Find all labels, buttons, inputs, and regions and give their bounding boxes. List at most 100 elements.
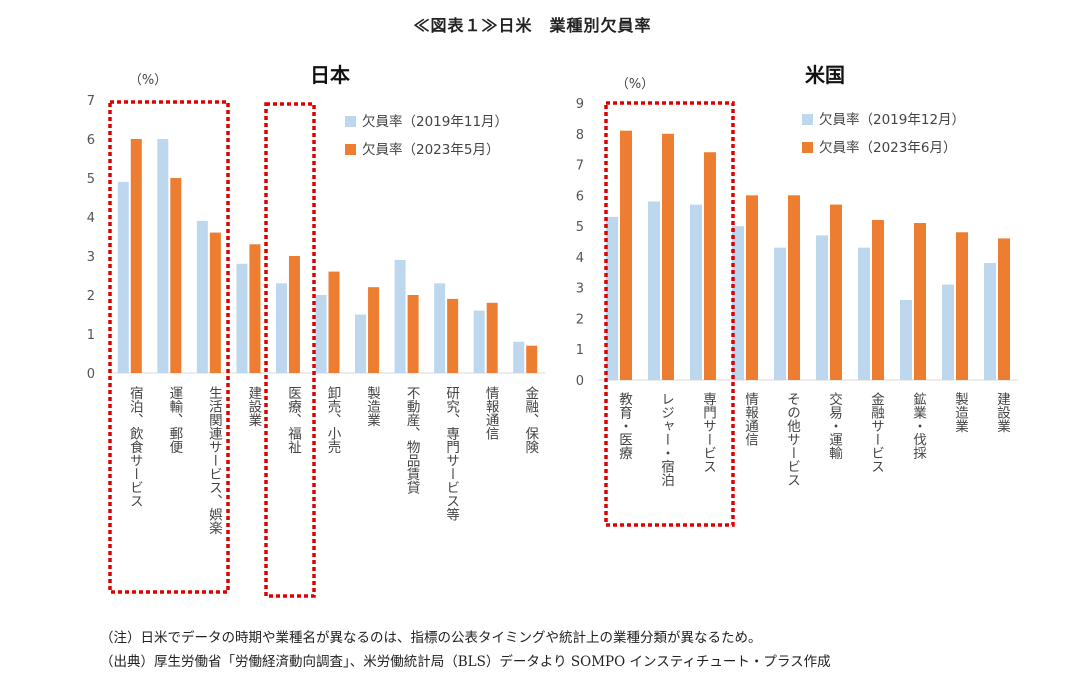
x-tick-label: 医療、福祉	[285, 386, 302, 455]
chart-us: 米国 （%） 0 1 2 3 4 5 6 7 8 9 教育・医療 レジャー・宿泊 専門サービス 情報通信 その他…	[576, 63, 1018, 527]
legend-swatch	[802, 142, 813, 153]
bar-before	[606, 216, 618, 380]
y-unit-label: （%）	[129, 73, 167, 88]
bar-before	[434, 283, 446, 373]
highlight-box	[264, 102, 316, 598]
y-tick-label: 7	[87, 94, 95, 109]
x-tick-label: 生活関連サービス、娯楽	[206, 386, 223, 535]
x-tick-label: 卸売、小売	[325, 386, 342, 455]
x-tick-label-group: 建設業	[994, 392, 1011, 433]
bar-before	[732, 226, 744, 380]
bar-after	[288, 256, 300, 373]
bar-before	[648, 201, 660, 380]
bar-after	[746, 195, 758, 380]
x-tick-label-group: 建設業	[245, 386, 262, 427]
x-tick-label-group: 交易・運輸	[826, 391, 843, 460]
bar-after	[209, 232, 221, 373]
x-tick-label-group: 運輸、郵便	[166, 386, 183, 455]
x-tick-label-group: 不動産、物品賃貸	[404, 386, 421, 494]
bar-after	[788, 195, 800, 380]
x-tick-label: 交易・運輸	[826, 391, 843, 460]
bar-before	[900, 299, 912, 380]
x-tick-label: 情報通信	[742, 392, 759, 447]
bar-after	[447, 298, 459, 373]
x-tick-label: 宿泊、飲食サービス	[127, 385, 144, 508]
bar-after	[872, 219, 884, 380]
x-tick-label: 金融サービス	[868, 392, 885, 473]
y-tick-label: 4	[576, 251, 584, 266]
y-unit-label: （%）	[616, 77, 654, 92]
y-tick-label: 1	[87, 328, 95, 343]
bar-after	[249, 244, 261, 373]
x-tick-label: 不動産、物品賃貸	[404, 386, 421, 494]
bar-before	[355, 314, 367, 373]
chart-title: 日本	[310, 63, 350, 87]
bar-after	[368, 287, 380, 373]
x-tick-label-group: 製造業	[952, 392, 969, 433]
chart-title: 米国	[805, 63, 845, 87]
y-tick-label: 5	[87, 172, 95, 187]
x-tick-label-group: 製造業	[364, 386, 381, 427]
bar-before	[236, 263, 248, 373]
bar-after	[956, 232, 968, 380]
x-tick-label-group: 研究、専門サービス等	[443, 386, 460, 521]
bar-before	[858, 247, 870, 380]
legend-label: 欠員率（2019年12月）	[819, 111, 965, 128]
bar-after	[620, 130, 632, 380]
x-tick-label: 研究、専門サービス等	[443, 386, 460, 521]
bar-before	[275, 283, 287, 373]
bar-after	[704, 152, 716, 380]
x-tick-label: レジャー・宿泊	[658, 392, 675, 487]
x-tick-label-group: 金融サービス	[868, 392, 885, 473]
legend-label: 欠員率（2019年11月）	[362, 113, 508, 130]
bar-after	[662, 133, 674, 380]
y-tick-label: 6	[576, 189, 584, 204]
bar-after	[170, 178, 182, 373]
bar-before	[774, 247, 786, 380]
x-tick-label-group: レジャー・宿泊	[658, 392, 675, 487]
legend-swatch	[345, 144, 356, 155]
y-tick-label: 3	[576, 282, 584, 297]
legend-label: 欠員率（2023年5月）	[362, 141, 499, 158]
x-tick-label: 建設業	[994, 392, 1011, 433]
x-tick-label: 建設業	[245, 386, 262, 427]
legend-label: 欠員率（2023年6月）	[819, 139, 956, 156]
x-tick-label: 製造業	[952, 392, 969, 433]
x-tick-label-group: 教育・医療	[616, 392, 633, 460]
x-tick-label-group: 専門サービス	[700, 392, 717, 473]
source-note: （出典）厚生労働省「労働経済動向調査」、米労働統計局（BLS）データより SOM…	[100, 654, 831, 670]
page-title: ≪図表１≫日米 業種別欠員率	[413, 16, 652, 35]
bar-after	[830, 204, 842, 380]
bar-before	[117, 181, 129, 373]
x-tick-label-group: 情報通信	[742, 392, 759, 447]
bar-before	[690, 204, 702, 380]
bar-before	[942, 284, 954, 380]
chart-japan: 日本 （%） 0 1 2 3 4 5 6 7 宿泊、飲食サービス 運輸、郵便 生活関連サービス、娯楽 建設…	[87, 63, 545, 598]
y-tick-label: 8	[576, 128, 584, 143]
y-tick-label: 7	[576, 159, 584, 174]
highlight-box	[604, 101, 735, 527]
bar-before	[816, 235, 828, 380]
y-tick-label: 5	[576, 220, 584, 235]
x-tick-label-group: 宿泊、飲食サービス	[127, 385, 144, 508]
legend-swatch	[802, 114, 813, 125]
bar-after	[526, 345, 538, 373]
y-tick-label: 3	[87, 250, 95, 265]
x-tick-label-group: 情報通信	[483, 386, 500, 441]
y-tick-label: 2	[576, 312, 584, 327]
x-tick-label: 情報通信	[483, 386, 500, 441]
x-tick-label-group: その他サービス	[784, 392, 801, 487]
bar-before	[196, 220, 208, 373]
y-tick-label: 6	[87, 133, 95, 148]
bar-before	[157, 139, 169, 373]
x-tick-label-group: 卸売、小売	[325, 386, 342, 455]
bar-before	[315, 295, 327, 373]
x-tick-label-group: 生活関連サービス、娯楽	[206, 386, 223, 535]
bar-after	[486, 302, 498, 373]
y-tick-label: 9	[576, 97, 584, 112]
footnote: （注）日米でデータの時期や業種名が異なるのは、指標の公表タイミングや統計上の業種…	[100, 630, 762, 646]
x-tick-label-group: 医療、福祉	[285, 386, 302, 455]
x-tick-label: 専門サービス	[700, 392, 717, 473]
x-tick-label: 製造業	[364, 386, 381, 427]
